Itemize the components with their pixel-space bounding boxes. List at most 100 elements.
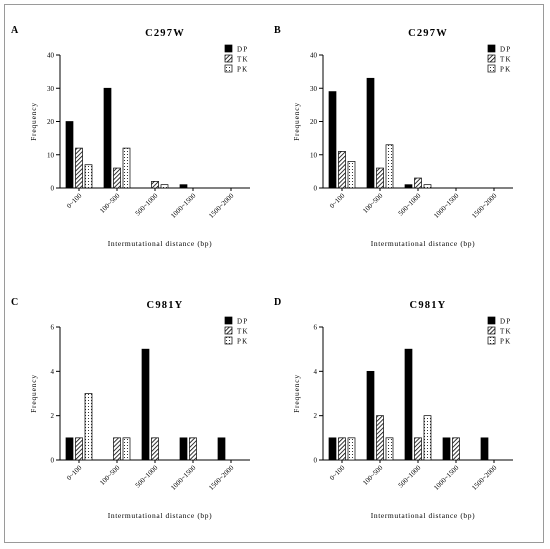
y-tick-label: 30 (47, 85, 55, 93)
y-axis-label: Frequency (29, 102, 38, 141)
bar-dp (328, 437, 337, 461)
x-tick-label: 1500~2000 (470, 463, 498, 491)
legend-label-pk: PK (237, 66, 248, 74)
x-tick-label: 1000~1500 (169, 463, 197, 491)
legend-label-dp: DP (500, 46, 511, 54)
bar-pk (385, 437, 394, 461)
bar-dp (65, 437, 74, 461)
y-tick-label: 2 (314, 412, 318, 420)
x-tick-label: 100~500 (361, 191, 385, 215)
y-tick-label: 2 (51, 412, 55, 420)
bar-pk (122, 437, 131, 461)
y-axis-label: Frequency (292, 102, 301, 141)
bar-dp (179, 437, 188, 461)
legend-swatch-dp (224, 316, 233, 325)
bar-dp (65, 121, 74, 189)
x-tick-label: 500~1000 (397, 463, 423, 489)
bar-tk (113, 437, 121, 461)
bar-pk (122, 147, 131, 189)
bar-tk (376, 167, 384, 189)
y-tick-label: 4 (314, 368, 318, 376)
legend-label-dp: DP (237, 318, 248, 326)
bar-tk (452, 437, 460, 461)
legend-swatch-pk (487, 64, 496, 73)
legend-label-dp: DP (500, 318, 511, 326)
x-tick-label: 1000~1500 (432, 191, 460, 219)
bar-tk (414, 177, 422, 189)
x-tick-label: 0~100 (328, 191, 347, 210)
bar-pk (84, 164, 93, 189)
legend-swatch-pk (224, 64, 233, 73)
bar-tk (189, 437, 197, 461)
x-tick-label: 1000~1500 (169, 191, 197, 219)
x-axis-label: Intermutational distance (bp) (371, 239, 475, 248)
chart-title: C981Y (147, 300, 184, 311)
y-axis-label: Frequency (292, 374, 301, 413)
chart-title: C297W (145, 28, 185, 39)
x-tick-label: 500~1000 (134, 463, 160, 489)
x-tick-label: 100~500 (98, 191, 122, 215)
bar-tk (414, 437, 422, 461)
bar-pk (347, 161, 356, 189)
bar-dp (141, 348, 150, 461)
legend-label-tk: TK (237, 56, 249, 64)
chart-panel-a: A C297W 0 10 20 30 40 Frequency 0~100 100~500 500~… (11, 25, 250, 248)
legend-label-tk: TK (500, 56, 512, 64)
bar-tk (151, 437, 159, 461)
bar-pk (84, 393, 93, 461)
y-tick-label: 0 (314, 457, 318, 465)
legend-swatch-dp (487, 316, 496, 325)
y-tick-label: 30 (310, 85, 318, 93)
bar-tk (113, 167, 121, 189)
chart-panel-d: D C981Y 0 2 4 6 Frequency 0~100 100~500 500~1000 1… (274, 297, 513, 520)
bar-pk (385, 144, 394, 189)
y-axis-label: Frequency (29, 374, 38, 413)
bar-tk (75, 437, 83, 461)
bar-dp (442, 437, 451, 461)
x-axis-label: Intermutational distance (bp) (371, 511, 475, 520)
x-tick-label: 0~100 (65, 463, 84, 482)
bar-dp (404, 184, 413, 189)
bar-dp (480, 437, 489, 461)
legend-swatch-tk (487, 54, 496, 63)
bar-tk (338, 151, 346, 189)
legend-swatch-tk (224, 54, 233, 63)
x-tick-label: 100~500 (361, 463, 385, 487)
bar-dp (328, 91, 337, 189)
legend-label-pk: PK (500, 338, 511, 346)
y-tick-label: 0 (51, 457, 55, 465)
x-tick-label: 0~100 (65, 191, 84, 210)
bar-dp (366, 77, 375, 189)
y-tick-label: 20 (310, 118, 318, 126)
panel-letter: A (11, 25, 19, 36)
bar-tk (75, 147, 83, 189)
bar-tk (338, 437, 346, 461)
x-tick-label: 500~1000 (397, 191, 423, 217)
x-tick-label: 1500~2000 (470, 191, 498, 219)
bar-pk (347, 437, 356, 461)
legend-label-tk: TK (237, 328, 249, 336)
bar-tk (151, 181, 159, 189)
y-tick-label: 6 (314, 324, 318, 332)
legend-label-pk: PK (500, 66, 511, 74)
x-tick-label: 1000~1500 (432, 463, 460, 491)
bar-pk (423, 184, 432, 189)
bar-dp (217, 437, 226, 461)
y-tick-label: 10 (310, 151, 318, 159)
y-tick-label: 10 (47, 151, 55, 159)
panel-letter: B (274, 25, 281, 36)
legend-swatch-pk (487, 336, 496, 345)
chart-panel-b: B C297W 0 10 20 30 40 Frequency 0~100 100~500 500~… (274, 25, 513, 248)
legend-swatch-tk (487, 326, 496, 335)
bar-pk (423, 415, 432, 461)
legend-label-tk: TK (500, 328, 512, 336)
bar-dp (179, 184, 188, 189)
bar-tk (376, 415, 384, 461)
x-axis-label: Intermutational distance (bp) (108, 239, 212, 248)
y-tick-label: 40 (310, 52, 318, 60)
legend-swatch-dp (487, 44, 496, 53)
bar-dp (404, 348, 413, 461)
x-axis-label: Intermutational distance (bp) (108, 511, 212, 520)
panel-letter: D (274, 297, 281, 308)
